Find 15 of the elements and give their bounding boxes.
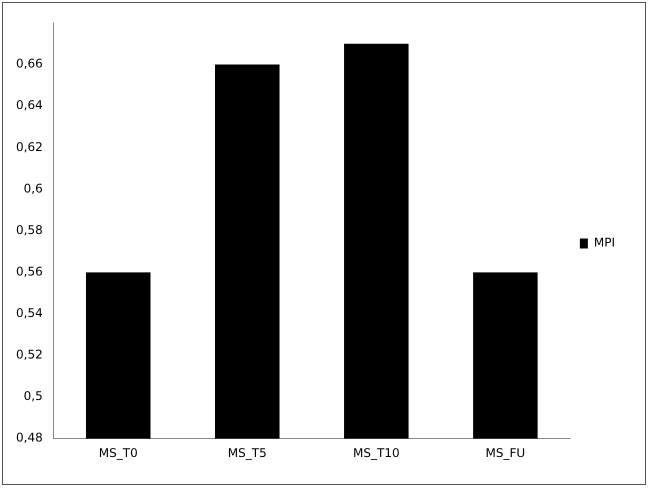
y-tick-label: 0,56 bbox=[16, 264, 43, 278]
y-tick-label: 0,52 bbox=[16, 348, 43, 362]
y-tick-label: 0,62 bbox=[16, 140, 43, 154]
x-tick-label: MS_T0 bbox=[98, 446, 138, 460]
x-tick-label: MS_T5 bbox=[228, 446, 267, 460]
x-tick-label: MS_T10 bbox=[353, 446, 400, 460]
y-tick-label: 0,64 bbox=[16, 98, 43, 112]
y-tick-label: 0,6 bbox=[24, 181, 43, 196]
y-tick-label: 0,5 bbox=[24, 389, 43, 404]
y-tick-label: 0,58 bbox=[16, 222, 43, 237]
y-tick-label: 0,48 bbox=[16, 430, 43, 445]
x-tick-label: MS_FU bbox=[486, 446, 526, 460]
y-tick-label: 0,54 bbox=[16, 306, 43, 320]
legend-label: MPI bbox=[594, 236, 616, 250]
y-tick-label: 0,66 bbox=[16, 56, 43, 71]
